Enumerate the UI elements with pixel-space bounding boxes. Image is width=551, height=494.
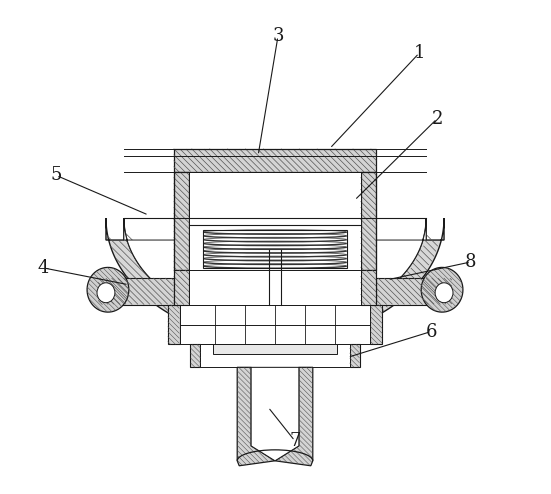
Polygon shape: [174, 270, 190, 305]
Polygon shape: [191, 344, 201, 368]
Polygon shape: [376, 278, 452, 305]
Text: 6: 6: [425, 323, 437, 340]
Bar: [190, 270, 360, 305]
Ellipse shape: [97, 283, 115, 303]
Polygon shape: [360, 172, 376, 270]
Text: 7: 7: [289, 432, 301, 450]
Text: 1: 1: [413, 44, 425, 62]
Text: 8: 8: [465, 253, 477, 271]
Ellipse shape: [435, 283, 453, 303]
Bar: [180, 305, 370, 344]
Polygon shape: [360, 270, 376, 305]
Polygon shape: [106, 218, 444, 340]
Text: 3: 3: [272, 27, 284, 45]
Polygon shape: [168, 305, 180, 344]
Polygon shape: [98, 278, 174, 305]
Text: 4: 4: [37, 259, 49, 277]
Polygon shape: [349, 344, 359, 368]
Polygon shape: [370, 305, 382, 344]
Polygon shape: [275, 368, 313, 466]
Polygon shape: [174, 172, 190, 270]
Polygon shape: [251, 368, 299, 461]
Polygon shape: [124, 218, 426, 325]
Polygon shape: [237, 368, 275, 466]
Polygon shape: [87, 267, 129, 312]
Polygon shape: [174, 149, 376, 172]
Text: 5: 5: [51, 166, 62, 184]
Bar: [213, 344, 337, 354]
Bar: [203, 230, 347, 268]
Polygon shape: [421, 267, 463, 312]
Bar: [190, 172, 360, 270]
Text: 2: 2: [431, 110, 443, 128]
Bar: [201, 344, 349, 368]
